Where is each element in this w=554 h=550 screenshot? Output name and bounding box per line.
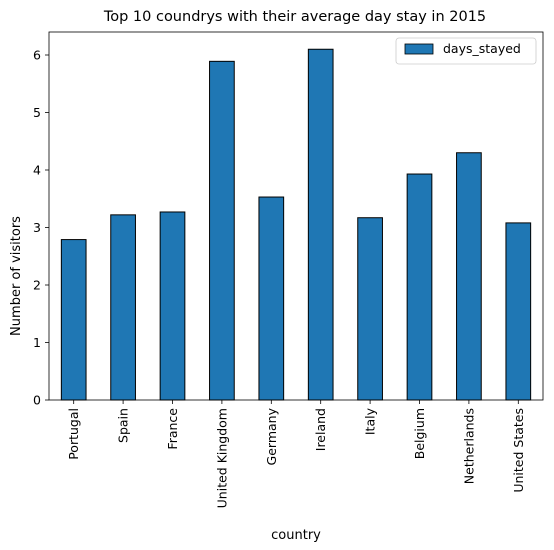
y-axis-ticks: 0 1 2 3 4 5 6 xyxy=(33,48,49,408)
x-tick-label: Spain xyxy=(116,408,131,443)
y-tick-label: 3 xyxy=(33,220,41,235)
x-tick-label: Belgium xyxy=(412,408,427,459)
legend: days_stayed xyxy=(395,37,537,65)
x-tick-label: Portugal xyxy=(66,408,81,460)
y-tick-label: 5 xyxy=(33,105,41,120)
bar-belgium xyxy=(406,173,433,401)
x-axis-label: country xyxy=(271,528,321,543)
bar-ireland xyxy=(307,48,334,401)
x-tick-label: Italy xyxy=(363,407,378,435)
bars-group xyxy=(60,48,532,401)
x-tick-label: Netherlands xyxy=(461,408,476,484)
bar-germany xyxy=(258,196,285,401)
y-tick-label: 6 xyxy=(33,48,41,63)
legend-swatch xyxy=(404,43,434,55)
bar-united-kingdom xyxy=(209,60,235,401)
x-tick-label: Ireland xyxy=(313,408,328,451)
x-axis-ticks: Portugal Spain France United Kingdom Germany… xyxy=(66,400,526,508)
x-tick-label: United States xyxy=(511,408,526,493)
x-tick-label: Germany xyxy=(264,407,279,465)
y-tick-label: 0 xyxy=(33,393,41,408)
y-tick-label: 4 xyxy=(33,163,41,178)
bar-netherlands xyxy=(456,152,482,401)
bar-united-states xyxy=(505,222,532,401)
x-tick-label: France xyxy=(165,408,180,450)
y-tick-label: 1 xyxy=(33,335,41,350)
bar-france xyxy=(159,211,186,401)
x-tick-label: United Kingdom xyxy=(214,408,229,508)
plot-frame xyxy=(48,31,544,401)
bar-italy xyxy=(357,217,383,401)
bar-spain xyxy=(110,214,136,401)
chart-title: Top 10 coundrys with their average day s… xyxy=(103,9,486,25)
bar-portugal xyxy=(60,239,87,401)
y-tick-label: 2 xyxy=(33,278,41,293)
legend-label: days_stayed xyxy=(443,41,521,56)
y-axis-label: Number of visitors xyxy=(9,216,24,336)
